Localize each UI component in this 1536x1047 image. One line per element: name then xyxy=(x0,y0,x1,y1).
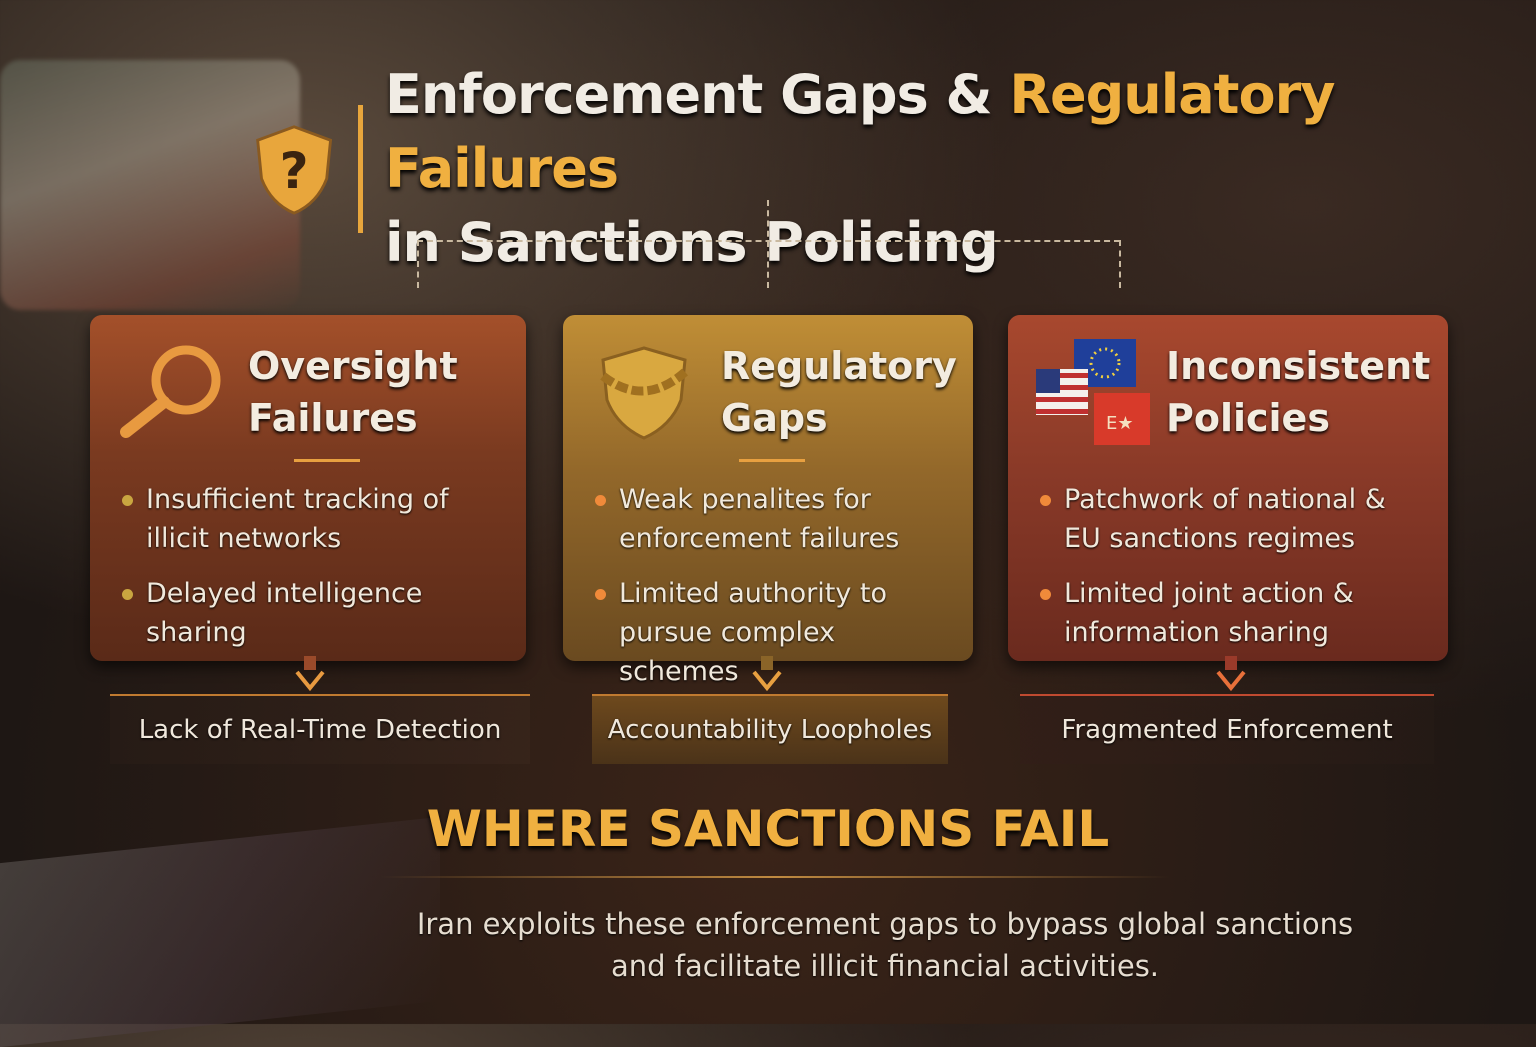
footer-line1: Iran exploits these enforcement gaps to … xyxy=(416,907,1354,941)
card-title-line1: Regulatory xyxy=(721,344,957,388)
header: ? Enforcement Gaps & Regulatory Failures… xyxy=(250,58,1536,280)
outcome-label-3: Fragmented Enforcement xyxy=(1020,694,1434,764)
arrow-down-icon xyxy=(295,656,325,692)
heading-underline xyxy=(380,876,1170,878)
page-title-line1: Enforcement Gaps & Regulatory Failures xyxy=(385,58,1536,206)
title-accent: Regulatory Failures xyxy=(385,63,1335,200)
flags-icon: E★ xyxy=(1036,339,1150,445)
svg-text:?: ? xyxy=(280,142,309,200)
bullet-item: Weak penalites for enforcement failures xyxy=(589,480,947,558)
arrow-down-icon xyxy=(752,656,782,692)
card-title-line2: Gaps xyxy=(721,396,828,440)
bullet-item: Patchwork of national & EU sanctions reg… xyxy=(1034,480,1422,558)
card-title-line1: Inconsistent xyxy=(1166,344,1431,388)
card-inconsistent-policies: E★ Inconsistent Policies Patchwork of nat… xyxy=(1008,315,1448,661)
card-regulatory-gaps: Regulatory Gaps Weak penalites for enforc… xyxy=(563,315,973,687)
card-title-line1: Oversight xyxy=(248,344,458,388)
svg-text:E★: E★ xyxy=(1106,413,1134,434)
bullet-item: Limited authority to pursue complex sche… xyxy=(589,574,947,691)
connector-vertical xyxy=(767,200,769,288)
title-underline xyxy=(739,459,805,462)
card-title-line2: Failures xyxy=(248,396,418,440)
page-title-line2: in Sanctions Policing xyxy=(385,211,999,274)
card-oversight-failures: Oversight Failures Insufficient tracking … xyxy=(90,315,526,661)
connector-left xyxy=(417,240,419,288)
iran-flag-background xyxy=(0,60,300,310)
outcome-label-2: Accountability Loopholes xyxy=(592,694,948,764)
connector-right xyxy=(1119,240,1121,288)
shield-question-icon: ? xyxy=(256,125,333,215)
magnifier-icon xyxy=(120,345,221,438)
footer-text: Iran exploits these enforcement gaps to … xyxy=(380,903,1390,987)
bullet-item: Insufficient tracking of illicit network… xyxy=(116,480,500,558)
connector-horizontal xyxy=(417,240,1120,242)
card-title-line2: Policies xyxy=(1166,396,1330,440)
title-divider xyxy=(358,105,364,233)
title-text: Enforcement Gaps & xyxy=(385,63,1010,126)
arrow-down-icon xyxy=(1216,656,1246,692)
bullet-item: Limited joint action & information shari… xyxy=(1034,574,1422,652)
outcome-label-1: Lack of Real-Time Detection xyxy=(110,694,530,764)
bullet-item: Delayed intelligence sharing xyxy=(116,574,500,652)
title-underline xyxy=(294,459,360,462)
footer-line2: and facilitate illicit financial activit… xyxy=(610,949,1160,983)
section-heading: WHERE SANCTIONS FAIL xyxy=(426,800,1110,858)
chained-shield-icon xyxy=(600,346,688,440)
